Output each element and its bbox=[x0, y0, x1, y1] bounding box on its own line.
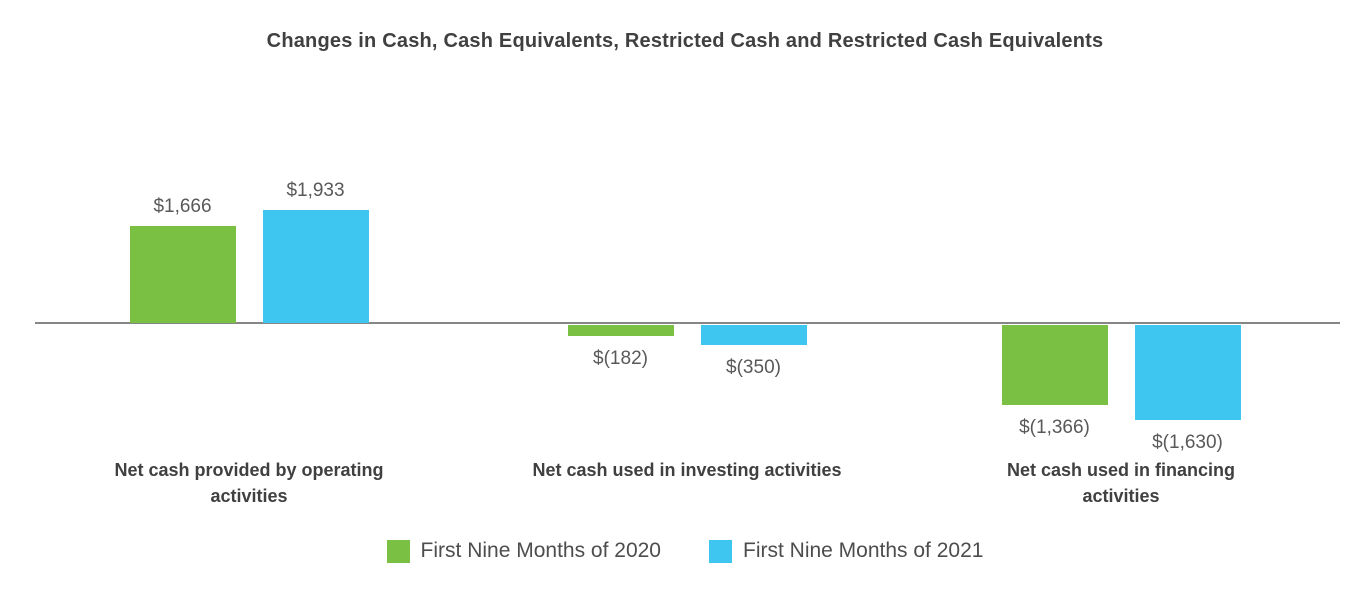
category-label: Net cash used in investing activities bbox=[532, 460, 842, 480]
chart-title: Changes in Cash, Cash Equivalents, Restr… bbox=[266, 30, 1104, 52]
bar-series-1 bbox=[1001, 325, 1108, 405]
zero-axis-line bbox=[35, 322, 1340, 324]
legend-label: First Nine Months of 2021 bbox=[743, 539, 984, 562]
legend: First Nine Months of 2020 First Nine Mont… bbox=[0, 539, 1370, 563]
legend-item: First Nine Months of 2021 bbox=[709, 539, 983, 563]
bar-series-2 bbox=[262, 210, 369, 323]
value-label: $(182) bbox=[593, 348, 648, 369]
bar-series-2 bbox=[1134, 325, 1241, 420]
legend-swatch-icon bbox=[386, 539, 410, 563]
value-label: $1,666 bbox=[153, 196, 212, 217]
value-label: $1,933 bbox=[286, 180, 345, 201]
bar-series-2 bbox=[700, 325, 807, 345]
value-label: $(350) bbox=[726, 357, 781, 378]
category-label: Net cash provided by operating activitie… bbox=[114, 460, 384, 507]
category-label: Net cash used in financing activities bbox=[1006, 460, 1236, 507]
bar-series-1 bbox=[567, 325, 674, 336]
legend-swatch-icon bbox=[709, 539, 732, 563]
legend-label: First Nine Months of 2020 bbox=[420, 539, 661, 562]
legend-item: First Nine Months of 2020 bbox=[386, 539, 661, 563]
value-label: $(1,366) bbox=[1019, 417, 1090, 438]
value-label: $(1,630) bbox=[1152, 432, 1223, 453]
bar-series-1 bbox=[129, 226, 236, 323]
